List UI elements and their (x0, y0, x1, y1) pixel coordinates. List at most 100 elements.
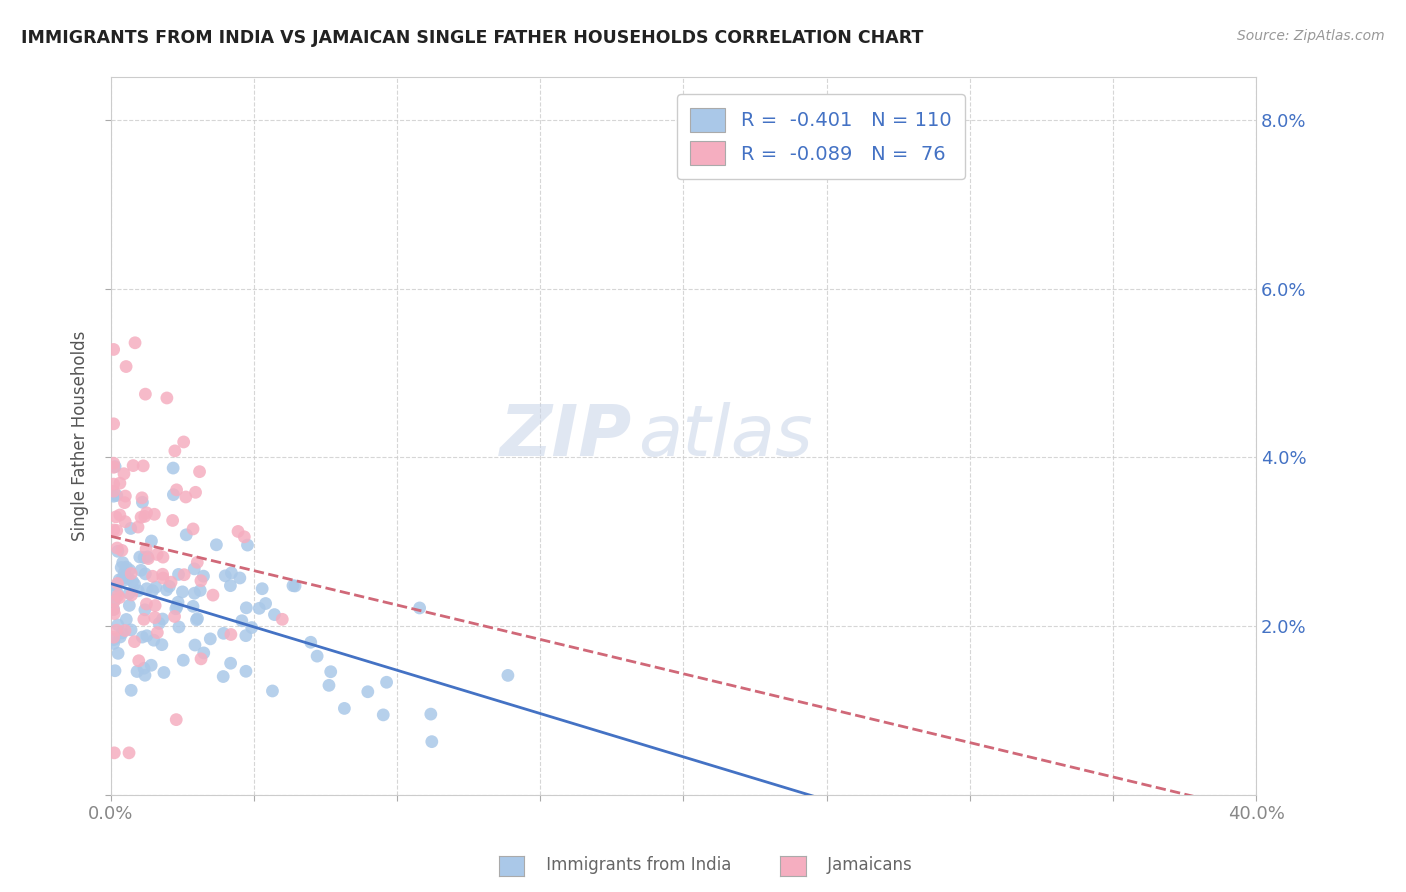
Point (188, 465, 211, 479)
Point (184, 485, 207, 500)
Point (105, 541, 128, 555)
Point (219, 657, 242, 671)
Point (212, 669, 235, 683)
Point (115, 359, 138, 374)
Point (135, 506, 157, 520)
Point (299, 635, 322, 649)
Point (107, 544, 129, 558)
Point (127, 520, 149, 534)
Point (135, 582, 157, 596)
Point (114, 495, 136, 509)
Point (124, 577, 146, 591)
Point (118, 746, 141, 760)
Point (186, 555, 208, 569)
Point (105, 524, 128, 538)
Point (163, 443, 186, 458)
Point (131, 630, 153, 644)
Point (166, 483, 188, 497)
Point (104, 664, 127, 678)
Point (103, 456, 125, 470)
Point (165, 713, 187, 727)
Point (132, 661, 155, 675)
Point (271, 612, 294, 626)
Point (221, 566, 243, 580)
Point (146, 625, 169, 640)
Point (107, 589, 129, 603)
Point (181, 599, 204, 614)
Text: IMMIGRANTS FROM INDIA VS JAMAICAN SINGLE FATHER HOUSEHOLDS CORRELATION CHART: IMMIGRANTS FROM INDIA VS JAMAICAN SINGLE… (21, 29, 924, 46)
Text: ZIP: ZIP (499, 401, 631, 471)
Point (183, 562, 205, 576)
Point (143, 599, 166, 613)
Point (121, 574, 143, 589)
Point (375, 675, 398, 690)
Point (103, 632, 125, 647)
Point (136, 551, 159, 566)
Point (235, 629, 257, 643)
Point (132, 458, 155, 473)
Point (152, 567, 174, 582)
Point (240, 621, 263, 635)
Point (235, 665, 257, 679)
Point (103, 602, 125, 616)
Point (129, 510, 152, 524)
Point (143, 508, 166, 522)
Point (117, 571, 139, 585)
Point (219, 579, 242, 593)
Text: atlas: atlas (638, 401, 813, 471)
Point (128, 549, 150, 564)
Point (419, 707, 441, 722)
Point (135, 629, 157, 643)
Point (108, 476, 131, 491)
Point (190, 574, 212, 588)
Point (254, 597, 277, 611)
Point (145, 580, 167, 594)
Point (127, 583, 149, 598)
Point (231, 614, 253, 628)
Text: Source: ZipAtlas.com: Source: ZipAtlas.com (1237, 29, 1385, 43)
Point (184, 638, 207, 652)
Point (103, 484, 125, 499)
Point (193, 646, 215, 660)
Point (120, 566, 142, 581)
Point (112, 467, 135, 481)
Point (235, 600, 257, 615)
Point (129, 563, 152, 577)
Point (173, 567, 195, 582)
Point (114, 565, 136, 579)
Point (111, 626, 134, 640)
Point (162, 461, 184, 475)
Point (105, 585, 128, 599)
Text: Immigrants from India: Immigrants from India (520, 856, 731, 874)
Point (153, 665, 176, 680)
Point (111, 556, 134, 570)
Point (357, 685, 380, 699)
Point (134, 566, 156, 581)
Point (219, 627, 242, 641)
Point (226, 524, 249, 539)
Point (160, 575, 183, 590)
Point (188, 583, 211, 598)
Point (114, 573, 136, 587)
Point (156, 391, 179, 405)
Point (108, 591, 131, 605)
Point (115, 612, 138, 626)
Point (103, 343, 125, 357)
Point (120, 521, 142, 535)
Point (152, 612, 174, 626)
Point (150, 638, 173, 652)
Point (141, 658, 163, 673)
Text: Jamaicans: Jamaicans (801, 856, 912, 874)
Point (229, 571, 252, 585)
Point (152, 571, 174, 585)
Point (118, 599, 141, 613)
Point (167, 567, 190, 582)
Point (134, 509, 156, 524)
Point (205, 538, 228, 552)
Point (104, 509, 127, 524)
Point (420, 734, 443, 748)
Point (132, 612, 155, 626)
Point (132, 550, 155, 565)
Point (172, 653, 194, 667)
Point (131, 495, 153, 509)
